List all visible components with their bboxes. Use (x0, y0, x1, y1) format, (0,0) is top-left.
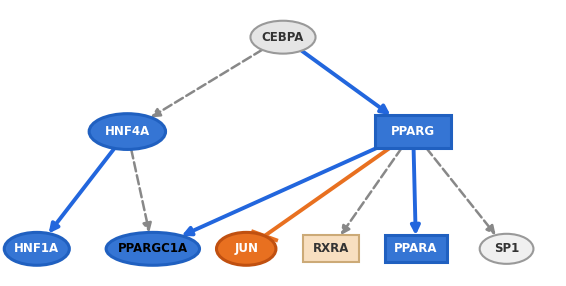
Text: PPARGC1A: PPARGC1A (118, 242, 188, 255)
FancyBboxPatch shape (385, 235, 447, 263)
Text: HNF1A: HNF1A (14, 242, 59, 255)
Text: RXRA: RXRA (313, 242, 349, 255)
Text: SP1: SP1 (494, 242, 519, 255)
Text: PPARG: PPARG (391, 125, 435, 138)
Ellipse shape (216, 232, 276, 265)
Ellipse shape (4, 232, 70, 265)
Text: PPARA: PPARA (395, 242, 438, 255)
Ellipse shape (250, 21, 316, 54)
Text: HNF4A: HNF4A (105, 125, 150, 138)
FancyBboxPatch shape (375, 115, 452, 148)
FancyBboxPatch shape (303, 235, 359, 263)
Ellipse shape (106, 232, 200, 265)
Text: CEBPA: CEBPA (262, 31, 304, 44)
Ellipse shape (480, 234, 534, 264)
Ellipse shape (89, 114, 165, 149)
Text: JUN: JUN (234, 242, 258, 255)
